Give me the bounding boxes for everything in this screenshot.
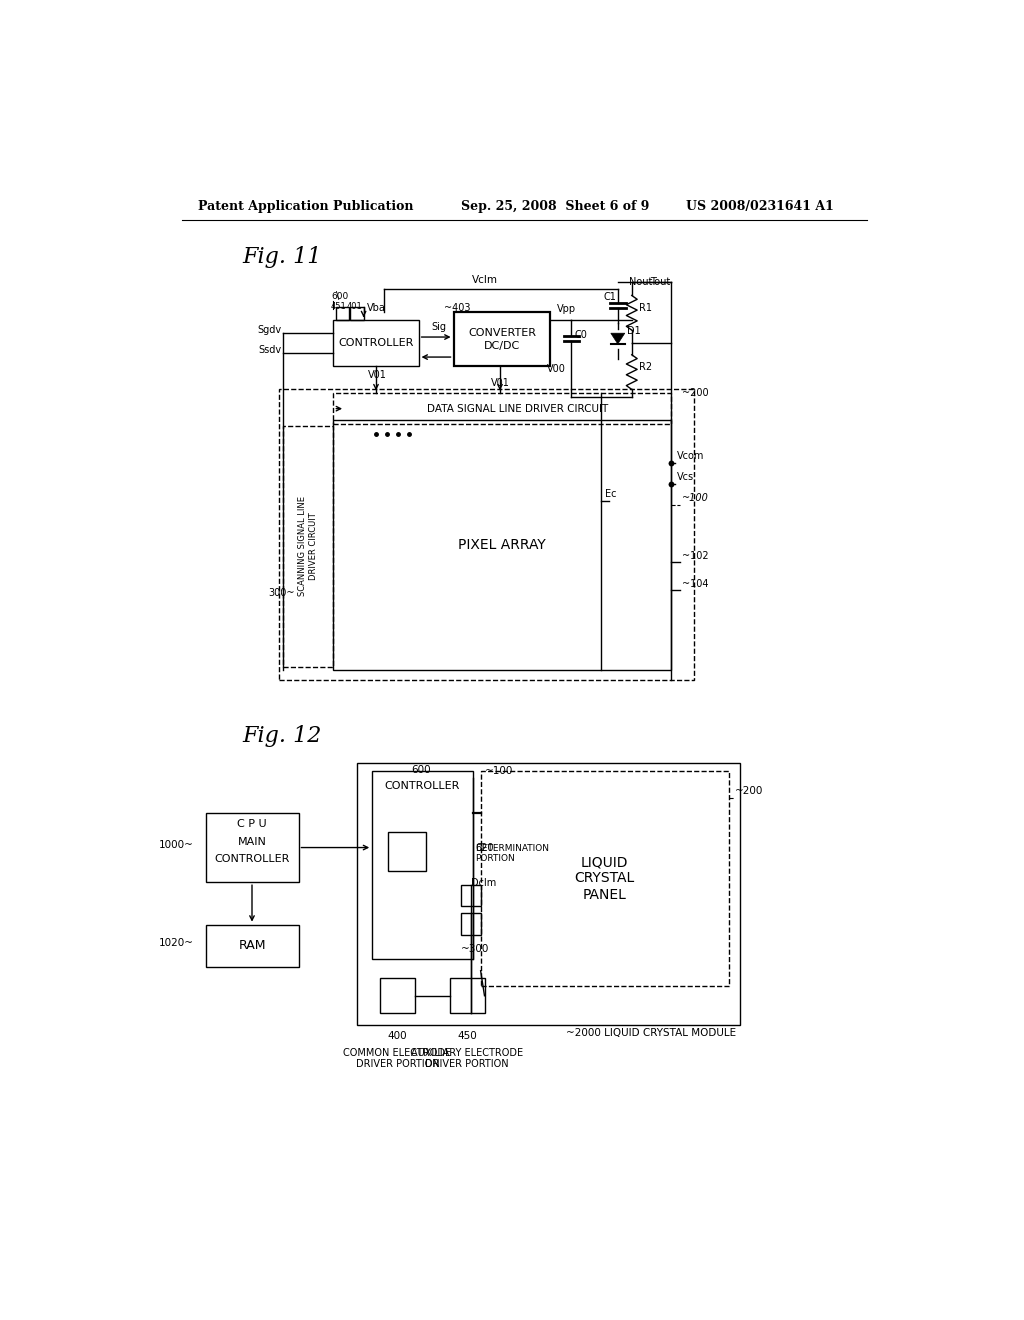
Text: R1: R1 <box>640 302 652 313</box>
Text: V01: V01 <box>490 378 510 388</box>
Bar <box>454 313 550 367</box>
Text: Dclm: Dclm <box>471 878 497 888</box>
Text: Sep. 25, 2008  Sheet 6 of 9: Sep. 25, 2008 Sheet 6 of 9 <box>461 199 649 213</box>
Bar <box>280 389 693 681</box>
Text: Sig: Sig <box>432 322 446 333</box>
Text: COMMON ELECTRODE
DRIVER PORTION: COMMON ELECTRODE DRIVER PORTION <box>343 1048 452 1069</box>
Bar <box>388 832 426 871</box>
Bar <box>206 924 299 966</box>
Text: C1: C1 <box>604 292 616 302</box>
Bar <box>356 763 740 1024</box>
Text: 300~: 300~ <box>268 587 295 598</box>
Text: \: \ <box>336 292 339 301</box>
Polygon shape <box>611 333 625 345</box>
Text: AUXILIARY ELECTRODE
DRIVER PORTION: AUXILIARY ELECTRODE DRIVER PORTION <box>411 1048 523 1069</box>
Bar <box>283 426 334 667</box>
Text: V00: V00 <box>547 364 565 375</box>
Text: Sgdv: Sgdv <box>257 325 282 335</box>
Text: ~200: ~200 <box>735 785 763 796</box>
Text: Vcs: Vcs <box>677 473 694 482</box>
Text: DETERMINATION
PORTION: DETERMINATION PORTION <box>475 843 549 863</box>
Text: Nout: Nout <box>629 277 652 286</box>
Text: ~100: ~100 <box>484 767 513 776</box>
Text: ~104: ~104 <box>682 578 709 589</box>
Text: ~200: ~200 <box>682 388 709 397</box>
Text: 1000~: 1000~ <box>159 840 194 850</box>
Text: Fig. 11: Fig. 11 <box>243 246 323 268</box>
Text: ~403: ~403 <box>444 302 471 313</box>
Text: Vba: Vba <box>367 302 386 313</box>
Bar <box>461 913 480 935</box>
Text: SCANNING SIGNAL LINE
DRIVER CIRCUIT: SCANNING SIGNAL LINE DRIVER CIRCUIT <box>298 496 317 597</box>
Text: ~2000 LIQUID CRYSTAL MODULE: ~2000 LIQUID CRYSTAL MODULE <box>566 1028 736 1039</box>
Bar <box>206 813 299 882</box>
Text: 1020~: 1020~ <box>159 937 194 948</box>
Text: Vcom: Vcom <box>677 450 705 461</box>
Text: DC/DC: DC/DC <box>483 341 520 351</box>
Text: Ec: Ec <box>604 490 616 499</box>
Text: 600: 600 <box>411 764 430 775</box>
Text: CONTROLLER: CONTROLLER <box>385 781 460 791</box>
Text: C P U: C P U <box>238 820 267 829</box>
Text: 400: 400 <box>387 1031 408 1040</box>
Bar <box>461 884 480 906</box>
Text: PIXEL ARRAY: PIXEL ARRAY <box>458 539 546 552</box>
Text: 620: 620 <box>475 843 494 854</box>
Text: 401: 401 <box>346 301 362 310</box>
Text: CONTROLLER: CONTROLLER <box>214 854 290 865</box>
Text: MAIN: MAIN <box>238 837 266 847</box>
Text: C0: C0 <box>574 330 588 339</box>
Text: US 2008/0231641 A1: US 2008/0231641 A1 <box>686 199 834 213</box>
Text: D1: D1 <box>627 326 641 337</box>
Bar <box>480 771 729 986</box>
Text: CONVERTER: CONVERTER <box>468 329 536 338</box>
Text: 450: 450 <box>457 1031 477 1040</box>
Bar <box>350 308 364 321</box>
Text: RAM: RAM <box>239 940 266 952</box>
Text: V01: V01 <box>369 370 387 380</box>
Text: LIQUID
CRYSTAL
PANEL: LIQUID CRYSTAL PANEL <box>574 855 635 902</box>
Bar <box>334 321 419 367</box>
Bar <box>380 978 415 1014</box>
Text: 600: 600 <box>331 292 348 301</box>
Text: CONTROLLER: CONTROLLER <box>338 338 414 348</box>
Text: ~102: ~102 <box>682 550 709 561</box>
Text: ~100: ~100 <box>682 494 709 503</box>
Bar <box>336 308 349 321</box>
Text: Fig. 12: Fig. 12 <box>243 725 323 747</box>
Text: DATA SIGNAL LINE DRIVER CIRCUIT: DATA SIGNAL LINE DRIVER CIRCUIT <box>427 404 608 413</box>
Text: Patent Application Publication: Patent Application Publication <box>198 199 414 213</box>
Text: ~300: ~300 <box>461 944 489 953</box>
Text: Tout: Tout <box>650 277 671 288</box>
Text: Ssdv: Ssdv <box>258 346 282 355</box>
Text: Vpp: Vpp <box>557 305 575 314</box>
Bar <box>372 771 473 960</box>
Bar <box>334 393 671 424</box>
Text: R2: R2 <box>640 362 652 372</box>
Bar <box>450 978 484 1014</box>
Text: 451: 451 <box>331 301 347 310</box>
Bar <box>334 420 671 671</box>
Text: Vclm: Vclm <box>471 275 498 285</box>
